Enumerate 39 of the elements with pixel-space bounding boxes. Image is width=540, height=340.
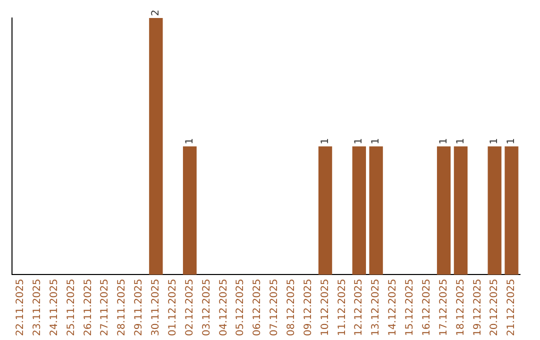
x-tick-label: 02.12.2025: [184, 278, 196, 336]
data-label: 1: [184, 138, 196, 144]
x-tick-label: 07.12.2025: [269, 278, 280, 336]
x-tick-label: 25.11.2025: [66, 278, 77, 336]
x-tick-label: 22.11.2025: [15, 278, 26, 336]
x-tick-label: 10.12.2025: [320, 278, 331, 336]
x-tick-label: 12.12.2025: [354, 278, 365, 336]
data-label: 1: [438, 138, 450, 144]
data-label: 1: [455, 138, 466, 144]
x-tick-label: 01.12.2025: [167, 278, 178, 336]
x-tick-label: 11.12.2025: [336, 278, 348, 336]
x-tick-label: 19.12.2025: [472, 278, 484, 336]
x-tick-label: 09.12.2025: [302, 278, 314, 336]
data-label: 1: [489, 138, 500, 144]
x-tick-label: 30.11.2025: [150, 278, 162, 336]
data-label: 1: [370, 138, 382, 144]
x-tick-label: 21.12.2025: [506, 278, 518, 336]
x-tick-label: 29.11.2025: [134, 278, 145, 336]
x-tick-label: 18.12.2025: [455, 278, 466, 336]
x-tick-label: 08.12.2025: [286, 278, 297, 336]
x-tick-label: 13.12.2025: [370, 278, 382, 336]
x-tick-label: 05.12.2025: [235, 278, 246, 336]
data-label: 1: [506, 138, 518, 144]
data-label: 2: [150, 10, 162, 16]
x-tick-label: 26.11.2025: [82, 278, 94, 336]
x-tick-label: 14.12.2025: [388, 278, 399, 336]
data-label: 1: [320, 138, 331, 144]
x-tick-label: 24.11.2025: [48, 278, 60, 336]
x-tick-label: 04.12.2025: [218, 278, 230, 336]
x-tick-label: 27.11.2025: [100, 278, 111, 336]
x-tick-label: 28.11.2025: [116, 278, 128, 336]
x-tick-label: 15.12.2025: [404, 278, 416, 336]
x-tick-label: 06.12.2025: [252, 278, 264, 336]
x-tick-label: 17.12.2025: [438, 278, 450, 336]
x-tick-label: 23.11.2025: [32, 278, 43, 336]
data-label: 1: [354, 138, 365, 144]
x-tick-label: 20.12.2025: [489, 278, 500, 336]
x-tick-label: 16.12.2025: [421, 278, 432, 336]
x-tick-label: 03.12.2025: [201, 278, 212, 336]
